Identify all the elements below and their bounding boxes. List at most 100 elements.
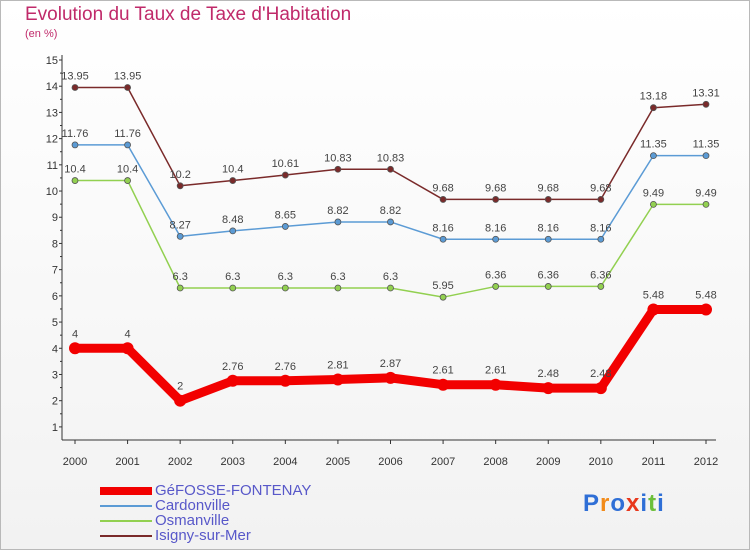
data-point <box>647 303 660 316</box>
data-label: 8.82 <box>327 205 348 217</box>
data-label: 8.27 <box>169 219 190 231</box>
y-tick-label: 6 <box>52 291 58 303</box>
data-label: 13.95 <box>114 71 142 83</box>
data-point <box>702 152 710 160</box>
data-point <box>334 284 342 292</box>
data-point <box>492 196 500 203</box>
data-point <box>281 171 289 179</box>
chart-title: Evolution du Taux de Taxe d'Habitation <box>25 4 352 25</box>
data-point <box>69 342 81 355</box>
data-point <box>597 283 605 290</box>
data-point <box>124 84 131 91</box>
data-label: 5.95 <box>432 280 453 292</box>
data-point <box>226 374 239 387</box>
x-tick-label: 2007 <box>431 456 455 468</box>
data-point <box>437 378 450 391</box>
x-tick-label: 2002 <box>168 456 192 468</box>
data-label: 8.16 <box>485 222 506 234</box>
data-label: 8.65 <box>275 209 296 221</box>
x-tick-label: 2005 <box>326 456 350 468</box>
data-point <box>124 177 131 184</box>
data-label: 8.16 <box>538 222 559 234</box>
data-label: 6.3 <box>278 271 293 283</box>
data-label: 6.36 <box>538 269 559 281</box>
data-point <box>176 182 184 190</box>
data-label: 10.4 <box>117 164 138 176</box>
y-tick-label: 1 <box>52 422 58 434</box>
data-label: 2.61 <box>432 365 453 377</box>
data-label: 2.48 <box>538 368 559 380</box>
x-tick-label: 2008 <box>483 456 507 468</box>
data-point <box>71 141 79 149</box>
data-label: 2.76 <box>275 361 296 373</box>
data-label: 11.35 <box>693 139 720 151</box>
data-point <box>492 283 500 290</box>
data-point <box>334 165 342 173</box>
x-tick-label: 2006 <box>378 456 402 468</box>
data-label: 9.68 <box>538 182 559 194</box>
data-point <box>281 223 289 230</box>
data-label: 10.2 <box>169 169 190 181</box>
data-label: 8.16 <box>590 222 611 234</box>
legend-swatch <box>100 487 152 495</box>
data-point <box>229 284 237 292</box>
legend-label: GéFOSSE-FONTENAY <box>155 482 312 499</box>
data-label: 2.81 <box>327 359 348 371</box>
x-tick-label: 2001 <box>115 456 139 468</box>
data-point <box>279 374 292 387</box>
data-point <box>489 378 502 391</box>
data-label: 10.4 <box>64 164 85 176</box>
x-tick-label: 2004 <box>273 456 297 468</box>
data-label: 2.48 <box>590 368 611 380</box>
data-point <box>71 177 79 184</box>
x-tick-label: 2012 <box>694 456 718 468</box>
data-label: 5.48 <box>695 289 716 301</box>
data-label: 6.3 <box>173 271 188 283</box>
logo-letter: t <box>648 490 658 517</box>
y-tick-label: 11 <box>47 160 58 172</box>
data-label: 10.4 <box>222 164 243 176</box>
data-label: 11.76 <box>62 128 89 140</box>
legend-swatch <box>100 535 152 537</box>
data-label: 2 <box>177 381 183 393</box>
data-label: 6.36 <box>485 269 506 281</box>
logo-letter: i <box>640 490 649 517</box>
data-label: 11.76 <box>114 128 141 140</box>
data-point <box>124 141 131 149</box>
data-point <box>439 196 447 203</box>
logo-letter: o <box>610 490 627 517</box>
y-tick-label: 14 <box>46 81 58 93</box>
data-point <box>702 200 710 208</box>
data-point <box>121 342 134 355</box>
data-label: 8.82 <box>380 205 401 217</box>
data-point <box>594 382 607 395</box>
data-label: 10.83 <box>377 152 405 164</box>
data-point <box>597 196 605 203</box>
data-point <box>281 284 289 292</box>
data-label: 11.35 <box>640 139 667 151</box>
data-point <box>331 373 344 386</box>
data-point <box>650 104 657 112</box>
data-point <box>176 284 184 292</box>
data-label: 5.48 <box>643 289 664 301</box>
y-tick-label: 8 <box>52 238 58 250</box>
y-tick-label: 10 <box>46 186 58 198</box>
data-point <box>387 284 394 292</box>
data-point <box>544 196 552 203</box>
data-label: 2.61 <box>485 365 506 377</box>
logo-letter: i <box>657 490 665 517</box>
data-point <box>384 371 397 384</box>
data-point <box>492 235 500 243</box>
y-tick-label: 12 <box>46 134 58 146</box>
data-label: 13.31 <box>692 87 720 99</box>
data-label: 4 <box>125 328 131 340</box>
data-point <box>387 165 394 173</box>
legend-label: Cardonville <box>155 497 231 514</box>
data-label: 4 <box>72 328 78 340</box>
data-point <box>334 218 342 226</box>
y-tick-label: 3 <box>52 369 58 381</box>
series-line-0 <box>75 304 706 406</box>
x-tick-label: 2010 <box>589 456 613 468</box>
